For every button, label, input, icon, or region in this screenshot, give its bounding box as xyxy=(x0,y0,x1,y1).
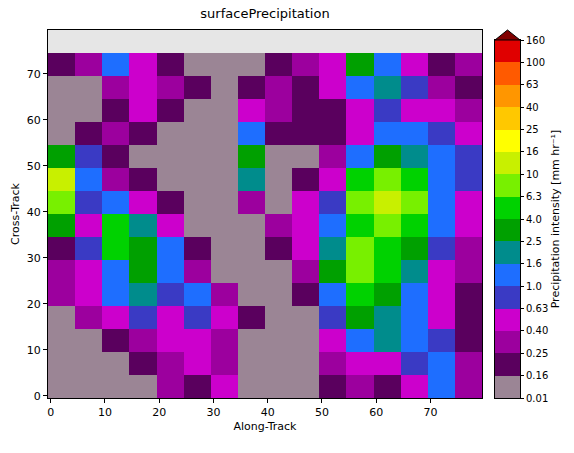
svg-text:16: 16 xyxy=(526,146,539,157)
svg-text:0.40: 0.40 xyxy=(526,325,548,336)
svg-text:10: 10 xyxy=(526,169,539,180)
svg-text:4.0: 4.0 xyxy=(526,214,542,225)
svg-text:40: 40 xyxy=(261,406,275,419)
svg-text:0.16: 0.16 xyxy=(526,370,548,381)
svg-text:0.01: 0.01 xyxy=(526,393,548,404)
svg-text:Along-Track: Along-Track xyxy=(233,420,297,433)
svg-text:0.25: 0.25 xyxy=(526,348,548,359)
svg-text:40: 40 xyxy=(526,102,539,113)
svg-text:0: 0 xyxy=(47,406,54,419)
svg-text:30: 30 xyxy=(206,406,220,419)
svg-text:100: 100 xyxy=(526,57,545,68)
svg-text:Precipitation intensity [mm hr: Precipitation intensity [mm hr⁻¹] xyxy=(549,130,562,309)
svg-text:20: 20 xyxy=(152,406,166,419)
svg-text:1.0: 1.0 xyxy=(526,281,542,292)
svg-text:60: 60 xyxy=(27,114,41,127)
svg-text:2.5: 2.5 xyxy=(526,236,542,247)
svg-text:40: 40 xyxy=(27,206,41,219)
svg-text:70: 70 xyxy=(423,406,437,419)
svg-text:20: 20 xyxy=(27,298,41,311)
svg-text:60: 60 xyxy=(369,406,383,419)
svg-text:30: 30 xyxy=(27,252,41,265)
svg-text:6.3: 6.3 xyxy=(526,191,542,202)
svg-text:10: 10 xyxy=(98,406,112,419)
svg-text:surfacePrecipitation: surfacePrecipitation xyxy=(200,6,329,21)
svg-text:Cross-Track: Cross-Track xyxy=(9,182,22,245)
svg-text:50: 50 xyxy=(27,160,41,173)
svg-text:63: 63 xyxy=(526,79,539,90)
svg-text:70: 70 xyxy=(27,68,41,81)
svg-text:25: 25 xyxy=(526,124,539,135)
svg-text:1.6: 1.6 xyxy=(526,258,542,269)
svg-text:0.63: 0.63 xyxy=(526,303,548,314)
svg-text:0: 0 xyxy=(34,390,41,403)
svg-text:50: 50 xyxy=(315,406,329,419)
svg-text:160: 160 xyxy=(526,35,545,46)
svg-text:10: 10 xyxy=(27,344,41,357)
